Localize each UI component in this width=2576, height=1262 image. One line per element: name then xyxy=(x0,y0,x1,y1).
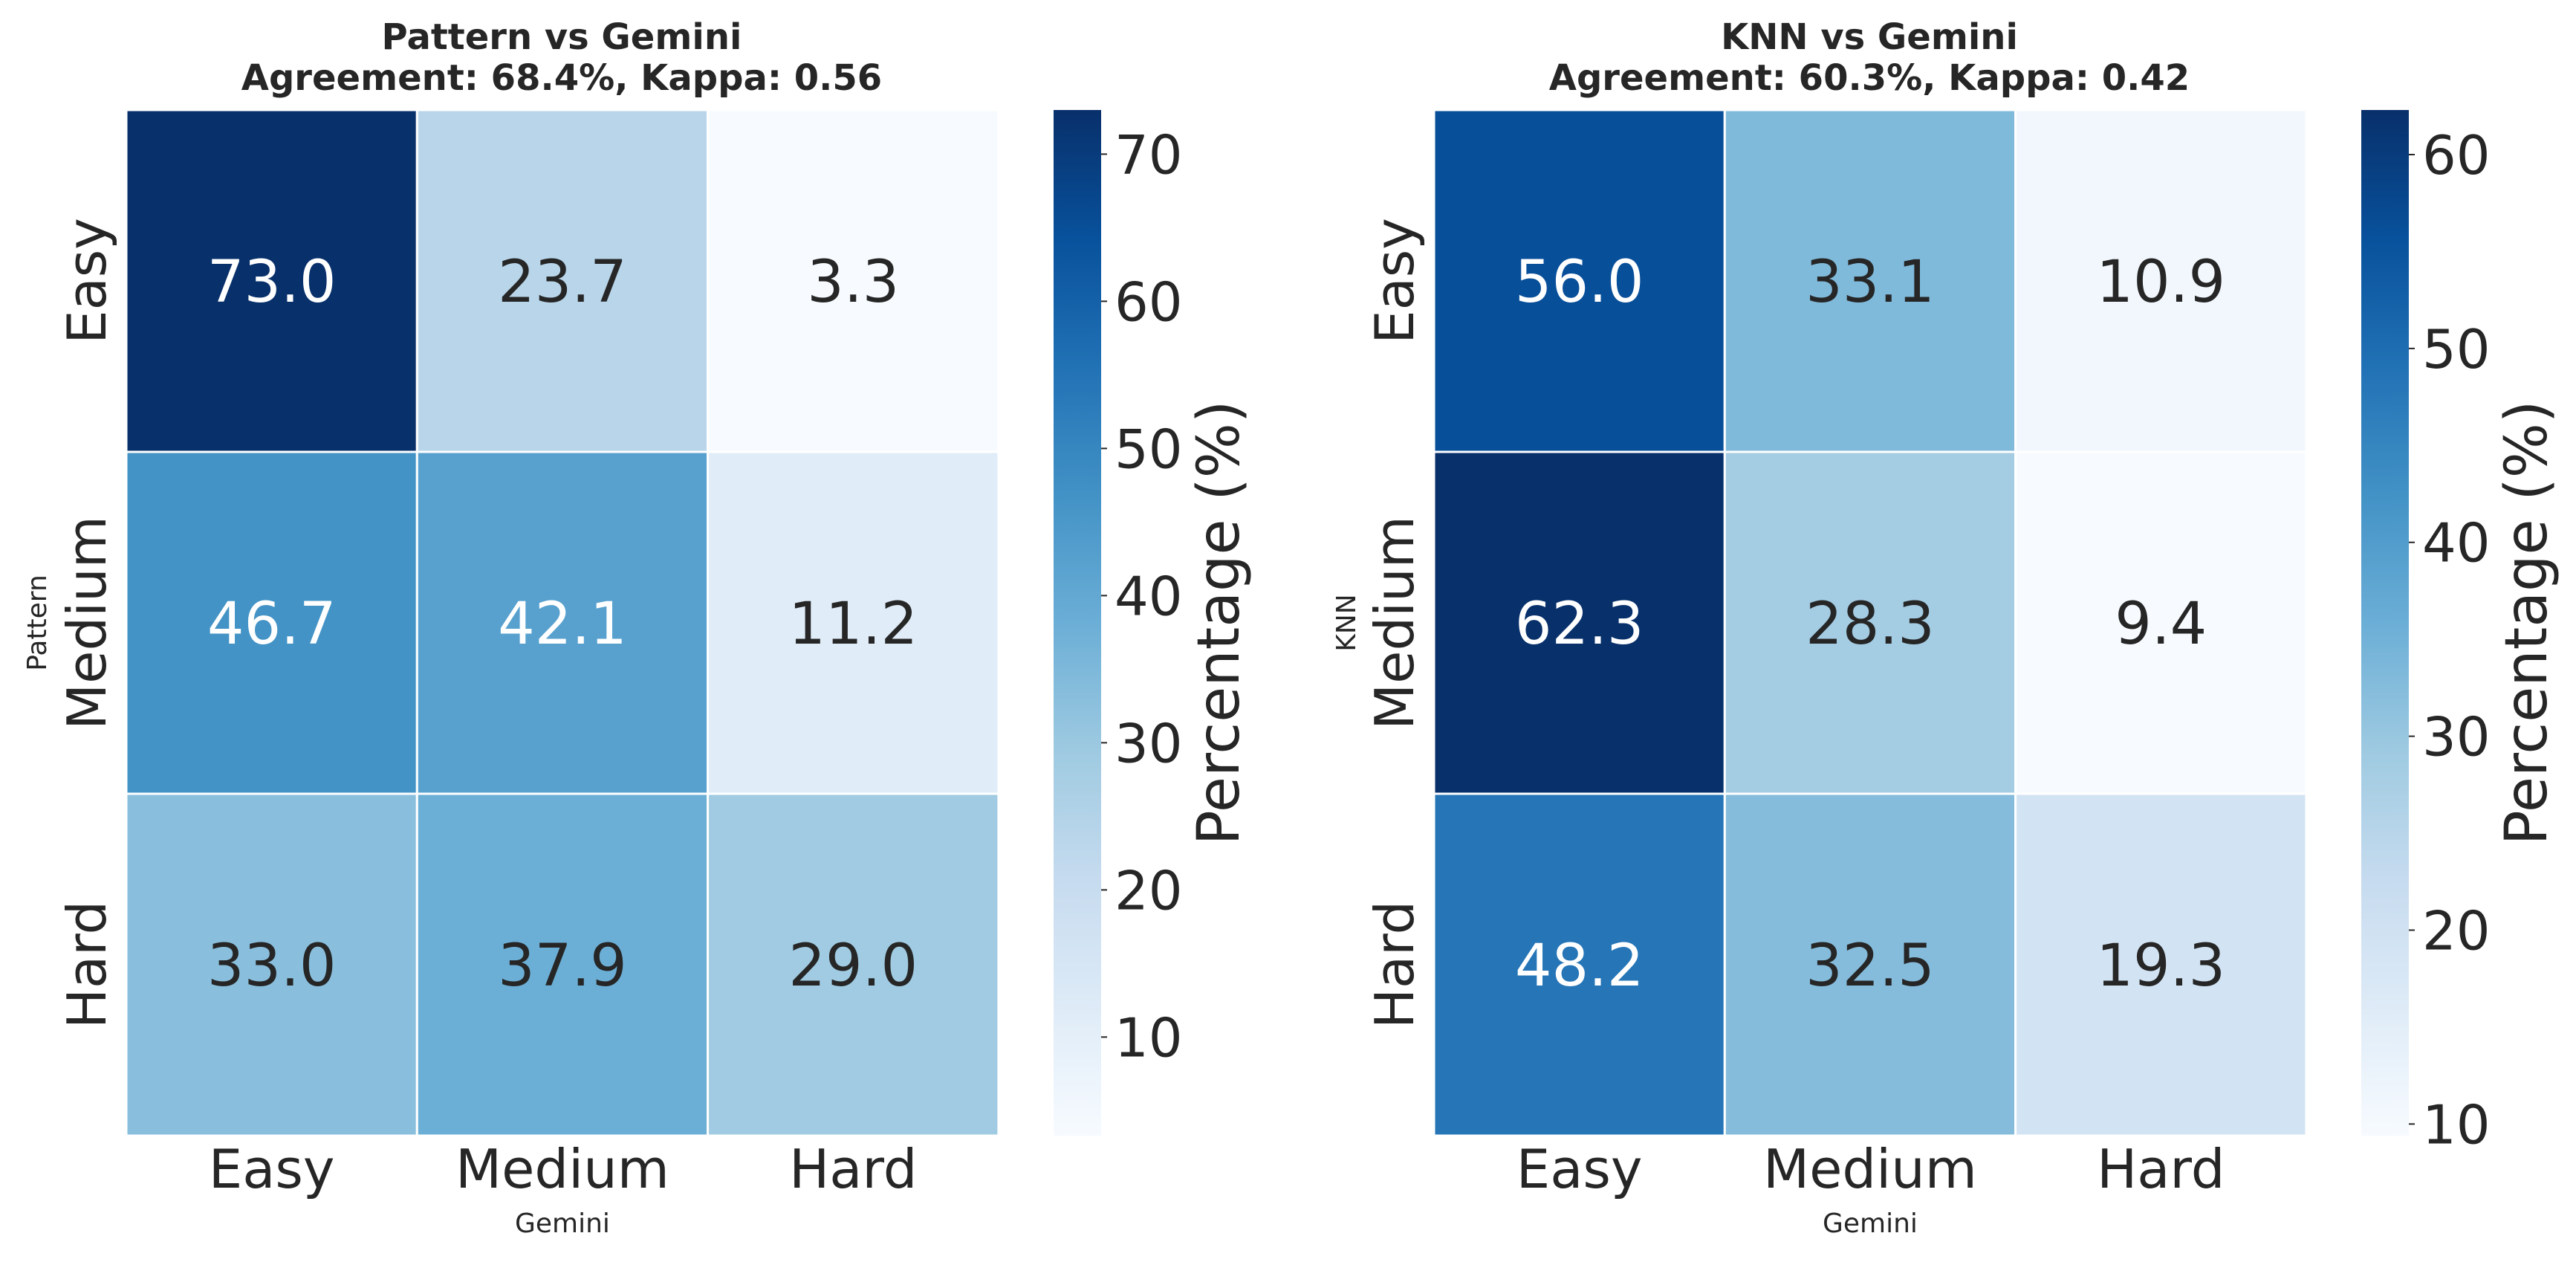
heatmap-cell xyxy=(415,450,710,795)
y-tick-label: Easy xyxy=(56,218,118,344)
cell-value-label: 37.9 xyxy=(498,933,627,1000)
chart-title: Pattern vs Gemini xyxy=(382,16,742,58)
y-tick-label: Easy xyxy=(1363,218,1426,344)
colorbar-tick-label: 50 xyxy=(2422,318,2491,381)
heatmap-cell xyxy=(125,792,418,1137)
heatmap-cell xyxy=(1723,450,2017,795)
cell-value-label: 33.1 xyxy=(1806,249,1935,316)
colorbar-tick-label: 10 xyxy=(1115,1006,1183,1069)
colorbar-tick-label: 50 xyxy=(1115,418,1183,480)
cell-value-label: 10.9 xyxy=(2096,249,2225,316)
cell-value-label: 56.0 xyxy=(1515,249,1644,316)
colorbar-tick-label: 60 xyxy=(1115,271,1183,333)
colorbar-tick-label: 70 xyxy=(1115,123,1183,186)
y-axis-label: KNN xyxy=(1331,594,1362,651)
x-axis-label: Gemini xyxy=(515,1208,610,1239)
heatmap-cell xyxy=(1723,109,2017,453)
cell-value-label: 73.0 xyxy=(207,249,337,316)
cell-value-label: 11.2 xyxy=(788,591,918,658)
x-tick-label: Easy xyxy=(1516,1138,1643,1200)
heatmap-cell xyxy=(1433,450,1726,795)
y-axis-label: Pattern xyxy=(22,575,53,671)
colorbar-label: Percentage (%) xyxy=(1186,401,1253,846)
colorbar-tick-label: 20 xyxy=(2422,899,2491,962)
chart-subtitle: Agreement: 60.3%, Kappa: 0.42 xyxy=(1549,57,2190,99)
cell-value-label: 29.0 xyxy=(788,933,918,1000)
heatmap-cell xyxy=(125,109,418,453)
colorbar-tick-label: 30 xyxy=(1115,712,1183,774)
y-tick-label: Medium xyxy=(56,516,118,730)
cell-value-label: 23.7 xyxy=(498,249,627,316)
cell-value-label: 42.1 xyxy=(498,591,627,658)
colorbar-tick-label: 20 xyxy=(1115,859,1183,922)
heatmap-cell xyxy=(2014,450,2308,795)
cell-value-label: 33.0 xyxy=(207,933,337,1000)
colorbar-tick-label: 10 xyxy=(2422,1093,2491,1156)
cell-value-label: 3.3 xyxy=(807,249,899,316)
heatmap-cell xyxy=(2014,109,2308,453)
colorbar-label: Percentage (%) xyxy=(2494,401,2560,846)
heatmap-cell xyxy=(415,792,710,1137)
cell-value-label: 48.2 xyxy=(1515,933,1644,1000)
colorbar xyxy=(2361,110,2409,1136)
heatmap-cell xyxy=(2014,792,2308,1137)
heatmap-cell xyxy=(707,450,1000,795)
cell-value-label: 19.3 xyxy=(2096,933,2225,1000)
y-tick-label: Hard xyxy=(1363,901,1426,1029)
cell-value-label: 62.3 xyxy=(1515,591,1644,658)
heatmap-cell xyxy=(125,450,418,795)
heatmap-cell xyxy=(1433,792,1726,1137)
x-tick-label: Hard xyxy=(789,1138,917,1200)
heatmap-cell xyxy=(1723,792,2017,1137)
cell-value-label: 46.7 xyxy=(207,591,337,658)
x-tick-label: Medium xyxy=(1763,1138,1977,1200)
colorbar-tick-label: 30 xyxy=(2422,706,2491,768)
colorbar-tick-label: 40 xyxy=(1115,565,1183,627)
chart-title: KNN vs Gemini xyxy=(1721,16,2018,58)
x-tick-label: Hard xyxy=(2097,1138,2225,1200)
heatmap-cell xyxy=(707,109,1000,453)
cell-value-label: 32.5 xyxy=(1806,933,1935,1000)
y-tick-label: Hard xyxy=(56,901,118,1029)
colorbar-tick-label: 40 xyxy=(2422,512,2491,575)
x-tick-label: Easy xyxy=(209,1138,335,1200)
cell-value-label: 28.3 xyxy=(1806,591,1935,658)
heatmap-cell xyxy=(415,109,710,453)
colorbar xyxy=(1054,110,1101,1136)
cell-value-label: 9.4 xyxy=(2115,591,2207,658)
heatmap-cell xyxy=(707,792,1000,1137)
x-axis-label: Gemini xyxy=(1823,1208,1918,1239)
heatmap-cell xyxy=(1433,109,1726,453)
chart-subtitle: Agreement: 68.4%, Kappa: 0.56 xyxy=(241,57,882,99)
y-tick-label: Medium xyxy=(1363,516,1426,730)
x-tick-label: Medium xyxy=(455,1138,669,1200)
colorbar-tick-label: 60 xyxy=(2422,124,2491,187)
